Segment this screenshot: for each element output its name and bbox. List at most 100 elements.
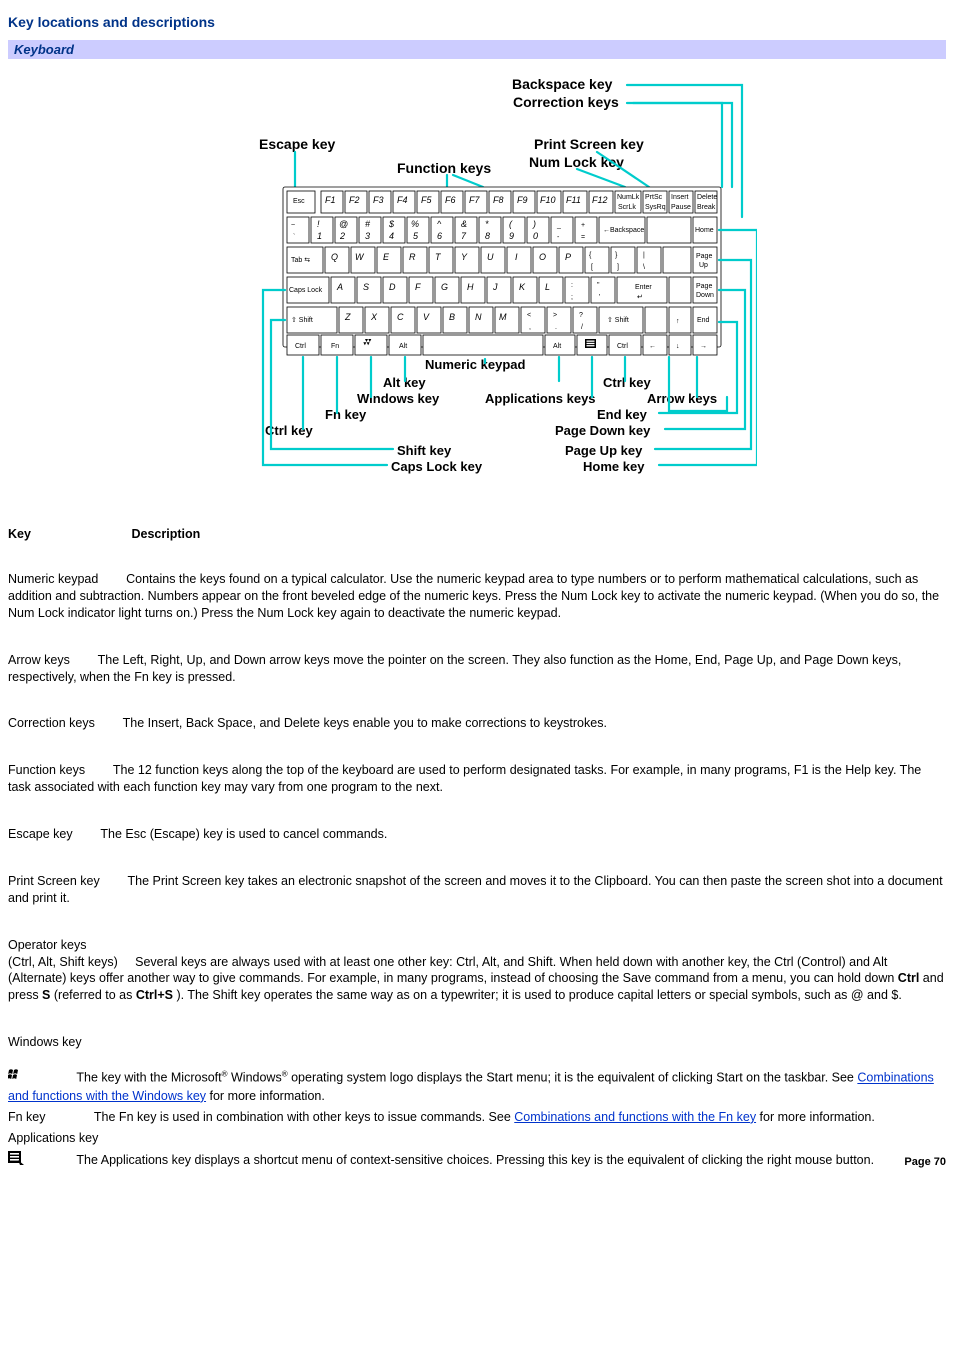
callout-function: Function keys bbox=[397, 160, 491, 176]
svg-text:Home: Home bbox=[695, 227, 714, 234]
callout-windows: Windows key bbox=[357, 391, 440, 406]
entry-arrow-keys: Arrow keys The Left, Right, Up, and Down… bbox=[8, 652, 946, 686]
key-name: Correction keys bbox=[8, 716, 95, 730]
svg-text:F2: F2 bbox=[349, 195, 360, 205]
key-name: Windows key bbox=[8, 1035, 82, 1049]
entry-correction-keys: Correction keys The Insert, Back Space, … bbox=[8, 715, 946, 732]
entry-apps-key-label: Applications key bbox=[8, 1130, 946, 1147]
callout-ctrl-left: Ctrl key bbox=[265, 423, 313, 438]
callout-end: End key bbox=[597, 407, 648, 422]
entry-windows-key-body: The key with the Microsoft® Windows® ope… bbox=[8, 1069, 946, 1105]
svg-text:8: 8 bbox=[485, 231, 490, 241]
key-name: Applications key bbox=[8, 1131, 98, 1145]
key-name: Escape key bbox=[8, 827, 73, 841]
svg-text:1: 1 bbox=[317, 231, 322, 241]
svg-text:R: R bbox=[409, 252, 416, 262]
key-name: Function keys bbox=[8, 763, 85, 777]
svg-text:Pause: Pause bbox=[671, 204, 691, 211]
key-name: Fn key bbox=[8, 1110, 46, 1124]
entry-print-screen-key: Print Screen key The Print Screen key ta… bbox=[8, 873, 946, 907]
desc-part: for more information. bbox=[206, 1089, 325, 1103]
svg-text:N: N bbox=[475, 312, 482, 322]
callout-numeric-keypad: Numeric keypad bbox=[425, 357, 525, 372]
svg-text:Insert: Insert bbox=[671, 194, 689, 201]
svg-text:[: [ bbox=[591, 264, 593, 271]
svg-text:⇧ Shift: ⇧ Shift bbox=[607, 316, 629, 324]
svg-text:E: E bbox=[383, 252, 390, 262]
key-desc: The Insert, Back Space, and Delete keys … bbox=[123, 716, 607, 730]
key-row-3: Tab ⇆ Q W E R T Y U I O P {[ }] |\ PageU… bbox=[287, 247, 717, 273]
callout-ctrl-right: Ctrl key bbox=[603, 375, 651, 390]
entry-function-keys: Function keys The 12 function keys along… bbox=[8, 762, 946, 796]
callout-printscreen: Print Screen key bbox=[534, 136, 644, 152]
svg-text:6: 6 bbox=[437, 231, 442, 241]
svg-text:$: $ bbox=[388, 219, 395, 229]
svg-text:_: _ bbox=[556, 222, 561, 229]
svg-text:]: ] bbox=[617, 264, 619, 271]
svg-text:Z: Z bbox=[344, 312, 351, 322]
svg-text:3: 3 bbox=[365, 231, 370, 241]
callout-pageup: Page Up key bbox=[565, 443, 643, 458]
desc-part: Windows bbox=[228, 1071, 282, 1085]
svg-text:⇧ Shift: ⇧ Shift bbox=[291, 316, 313, 324]
page-number: Page 70 bbox=[8, 1156, 946, 1168]
svg-text:\: \ bbox=[643, 264, 645, 271]
entry-operator-keys: Operator keys (Ctrl, Alt, Shift keys) Se… bbox=[8, 937, 946, 1005]
svg-text:Enter: Enter bbox=[635, 284, 652, 291]
svg-text:S: S bbox=[363, 282, 369, 292]
svg-text:F1: F1 bbox=[325, 195, 336, 205]
entry-windows-key: Windows key bbox=[8, 1034, 946, 1051]
svg-text:/: / bbox=[581, 324, 583, 331]
svg-text:F10: F10 bbox=[540, 195, 556, 205]
entry-numeric-keypad: Numeric keypad Contains the keys found o… bbox=[8, 571, 946, 622]
svg-text:NumLk: NumLk bbox=[617, 194, 640, 201]
callout-escape: Escape key bbox=[259, 136, 335, 152]
svg-text:&: & bbox=[461, 219, 467, 229]
callout-numlock: Num Lock key bbox=[529, 154, 624, 170]
svg-text:F3: F3 bbox=[373, 195, 384, 205]
windows-logo-icon bbox=[8, 1069, 24, 1088]
key-desc: The Print Screen key takes an electronic… bbox=[8, 874, 943, 905]
svg-text:Fn: Fn bbox=[331, 343, 339, 350]
svg-text:↵: ↵ bbox=[637, 294, 643, 301]
key-name: Print Screen key bbox=[8, 874, 100, 888]
svg-text:.: . bbox=[555, 324, 557, 331]
desc-part: The key with the Microsoft bbox=[76, 1071, 221, 1085]
svg-text:': ' bbox=[599, 294, 600, 301]
svg-text:Q: Q bbox=[331, 252, 338, 262]
svg-text:B: B bbox=[449, 312, 455, 322]
svg-text:Alt: Alt bbox=[553, 343, 561, 350]
key-sub: (Ctrl, Alt, Shift keys) bbox=[8, 955, 118, 969]
key-desc: The 12 function keys along the top of th… bbox=[8, 763, 921, 794]
key-name: Operator keys bbox=[8, 938, 87, 952]
callout-backspace: Backspace key bbox=[512, 76, 613, 92]
svg-text:=: = bbox=[581, 234, 585, 241]
key-row-4: Caps Lock A S D F G H J K L :; "' Enter↵… bbox=[287, 277, 717, 303]
svg-text:,: , bbox=[529, 324, 531, 331]
entry-escape-key: Escape key The Esc (Escape) key is used … bbox=[8, 826, 946, 843]
svg-text:G: G bbox=[441, 282, 448, 292]
key-row-5: ⇧ Shift Z X C V B N M <, >. ?/ ⇧ Shift ↑… bbox=[287, 307, 717, 333]
svg-text:V: V bbox=[423, 312, 430, 322]
svg-text:@: @ bbox=[339, 219, 348, 229]
callout-shift: Shift key bbox=[397, 443, 452, 458]
key-row-6: Ctrl Fn Alt Alt Ctrl ← ↓ → bbox=[287, 335, 717, 355]
svg-text:>: > bbox=[553, 312, 557, 319]
svg-text:?: ? bbox=[579, 312, 583, 319]
svg-text:;: ; bbox=[571, 294, 573, 301]
key-name: Numeric keypad bbox=[8, 572, 98, 586]
svg-text:Esc: Esc bbox=[293, 198, 305, 205]
bold-ctrl: Ctrl bbox=[898, 971, 920, 985]
svg-text:Tab ⇆: Tab ⇆ bbox=[291, 257, 310, 264]
svg-text:C: C bbox=[397, 312, 404, 322]
svg-text:SysRq: SysRq bbox=[645, 204, 666, 211]
desc-part: operating system logo displays the Start… bbox=[288, 1071, 858, 1085]
svg-text:K: K bbox=[519, 282, 526, 292]
svg-text:): ) bbox=[532, 219, 536, 229]
svg-text:Caps Lock: Caps Lock bbox=[289, 287, 323, 294]
entry-fn-key: Fn key The Fn key is used in combination… bbox=[8, 1109, 946, 1126]
svg-text:F5: F5 bbox=[421, 195, 432, 205]
link-fn-combinations[interactable]: Combinations and functions with the Fn k… bbox=[514, 1110, 756, 1124]
callout-applications: Applications keys bbox=[485, 391, 596, 406]
key-row-1: Esc F1 F2 F3 F4 F5 F6 F7 F8 F9 F10 F11 F… bbox=[287, 191, 717, 213]
